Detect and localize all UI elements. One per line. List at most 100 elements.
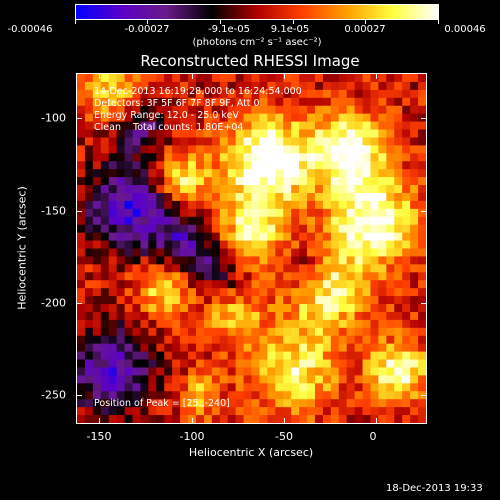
heatmap-cell: [195, 415, 205, 423]
heatmap-cell: [418, 169, 426, 178]
heatmap-cell: [378, 383, 387, 392]
heatmap-cell: [188, 208, 197, 218]
heatmap-cell: [410, 121, 419, 131]
heatmap-cell: [203, 216, 213, 226]
heatmap-cell: [322, 113, 332, 123]
heatmap-cell: [211, 232, 221, 242]
heatmap-cell: [172, 105, 181, 115]
heatmap-cell: [156, 129, 165, 139]
heatmap-cell: [243, 264, 253, 273]
heatmap-canvas: [77, 74, 426, 423]
heatmap-cell: [362, 264, 372, 273]
heatmap-cell: [124, 185, 134, 194]
heatmap-cell: [307, 248, 316, 258]
heatmap-cell: [77, 81, 86, 91]
heatmap-cell: [116, 399, 126, 408]
heatmap-cell: [330, 288, 340, 297]
heatmap-cell: [394, 288, 403, 297]
heatmap-cell: [299, 311, 308, 321]
heatmap-cell: [188, 137, 197, 146]
heatmap-cell: [124, 415, 134, 423]
heatmap-cell: [418, 185, 426, 194]
heatmap-cell: [370, 311, 380, 321]
heatmap-cell: [322, 256, 332, 265]
x-major-tick: [284, 418, 285, 424]
timestamp: 18-Dec-2013 19:33: [386, 483, 483, 494]
heatmap-cell: [275, 391, 284, 400]
heatmap-cell: [322, 288, 332, 297]
heatmap-cell: [299, 192, 308, 202]
heatmap-cell: [394, 145, 403, 154]
heatmap-cell: [92, 232, 102, 242]
heatmap-cell: [164, 185, 173, 194]
heatmap-cell: [227, 74, 237, 83]
heatmap-cell: [275, 105, 284, 115]
heatmap-cell: [132, 391, 142, 400]
heatmap-cell: [291, 351, 300, 361]
heatmap-cell: [92, 407, 102, 416]
heatmap-cell: [180, 216, 189, 226]
heatmap-cell: [180, 81, 189, 91]
heatmap-cell: [180, 399, 189, 408]
heatmap-cell: [235, 256, 245, 265]
colorbar-tick: [293, 20, 294, 24]
heatmap-cell: [124, 169, 134, 178]
heatmap-cell: [283, 145, 292, 154]
heatmap-cell: [362, 327, 372, 337]
heatmap-cell: [243, 407, 253, 416]
heatmap-cell: [235, 200, 245, 210]
heatmap-cell: [386, 177, 395, 186]
heatmap-cell: [92, 240, 102, 250]
heatmap-cell: [235, 232, 245, 242]
heatmap-cell: [283, 74, 292, 83]
heatmap-cell: [84, 74, 94, 83]
heatmap-cell: [195, 185, 205, 194]
heatmap-cell: [370, 280, 380, 289]
heatmap-cell: [267, 89, 276, 99]
heatmap-cell: [92, 256, 102, 265]
heatmap-cell: [259, 161, 268, 170]
heatmap-cell: [219, 121, 229, 131]
heatmap-cell: [211, 200, 221, 210]
heatmap-cell: [299, 264, 308, 273]
heatmap-cell: [203, 343, 213, 353]
heatmap-cell: [92, 319, 102, 329]
heatmap-cell: [92, 375, 102, 384]
heatmap-cell: [402, 367, 411, 377]
heatmap-cell: [402, 224, 411, 234]
heatmap-cell: [330, 232, 340, 242]
heatmap-cell: [108, 240, 118, 250]
heatmap-cell: [299, 169, 308, 178]
heatmap-cell: [92, 169, 102, 178]
heatmap-cell: [219, 399, 229, 408]
heatmap-cell: [92, 264, 102, 273]
heatmap-cell: [132, 121, 142, 131]
heatmap-cell: [235, 240, 245, 250]
heatmap-cell: [346, 216, 356, 226]
heatmap-cell: [394, 311, 403, 321]
heatmap-cell: [283, 272, 292, 281]
heatmap-cell: [330, 185, 340, 194]
heatmap-cell: [140, 256, 149, 265]
heatmap-cell: [410, 391, 419, 400]
heatmap-cell: [291, 256, 300, 265]
heatmap-cell: [116, 248, 126, 258]
heatmap-cell: [299, 272, 308, 281]
heatmap-cell: [140, 280, 149, 289]
heatmap-cell: [180, 224, 189, 234]
heatmap-cell: [180, 304, 189, 313]
heatmap-cell: [394, 248, 403, 258]
heatmap-cell: [84, 359, 94, 369]
x-major-tick-top: [99, 73, 100, 79]
heatmap-cell: [259, 105, 268, 115]
heatmap-cell: [338, 375, 348, 384]
heatmap-cell: [140, 335, 149, 345]
heatmap-cell: [84, 383, 94, 392]
heatmap-cell: [108, 200, 118, 210]
heatmap-cell: [378, 399, 387, 408]
heatmap-cell: [164, 288, 173, 297]
heatmap-cell: [100, 121, 110, 131]
heatmap-cell: [156, 224, 165, 234]
heatmap-cell: [394, 105, 403, 115]
heatmap-cell: [354, 335, 364, 345]
